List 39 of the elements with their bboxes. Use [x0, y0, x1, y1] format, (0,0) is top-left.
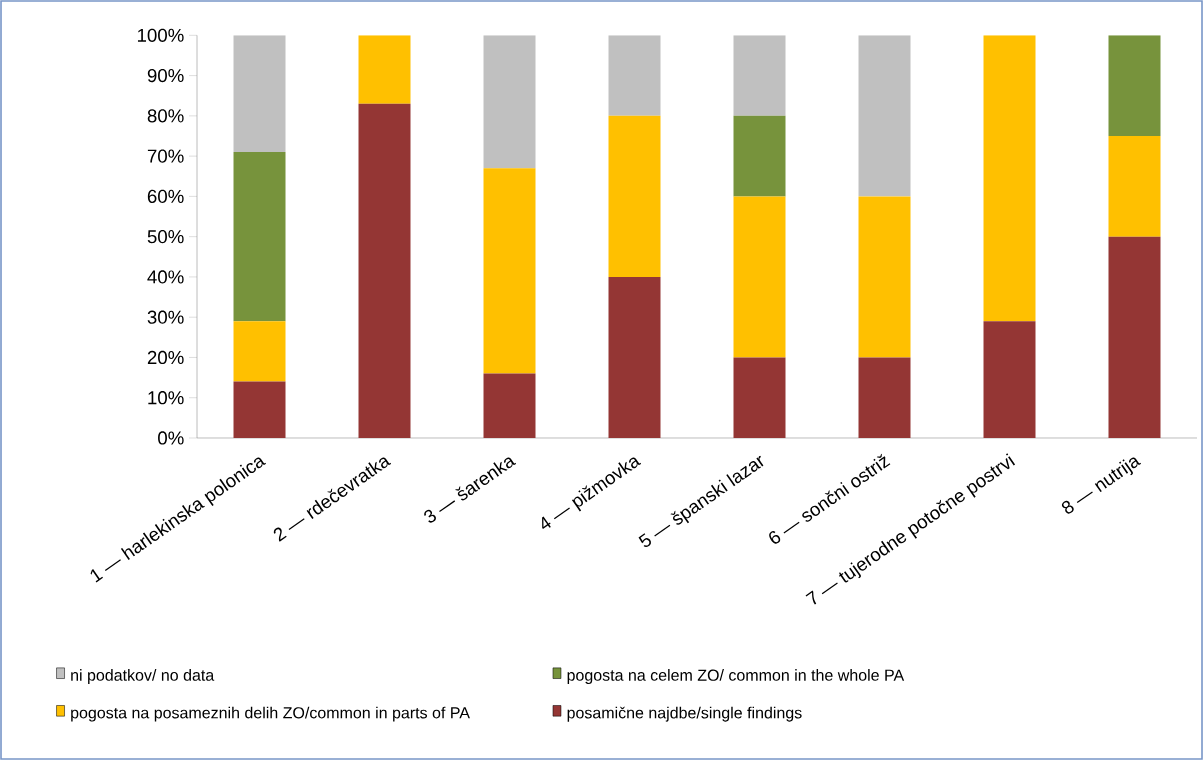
bar: [1108, 236, 1161, 438]
bar: [483, 168, 536, 374]
y-tick-label: 90%: [147, 68, 184, 83]
bar: [608, 115, 661, 277]
bar: [358, 103, 411, 438]
bar: [733, 35, 786, 116]
bar: [233, 381, 286, 438]
bar: [733, 357, 786, 438]
bar: [608, 35, 661, 116]
y-tick-label: 70%: [147, 149, 184, 163]
y-tick-label: 20%: [147, 350, 184, 365]
bar: [483, 373, 536, 438]
bar: [358, 35, 411, 104]
bar: [483, 35, 536, 169]
bar: [983, 321, 1036, 438]
bar: [233, 152, 286, 322]
bar: [858, 357, 911, 438]
y-tick-label: 0%: [158, 431, 184, 445]
bar: [733, 115, 786, 197]
y-tick-label: 100%: [137, 28, 184, 42]
bar: [1108, 135, 1161, 237]
y-tick-label: 60%: [147, 189, 184, 204]
bar: [233, 321, 286, 382]
y-tick-label: 10%: [148, 391, 184, 405]
legend-label: ni podatkov/ no data: [71, 669, 215, 684]
legend-label: pogosta na celem ZO/ common in the whole PA: [567, 669, 905, 684]
legend-label: posamične najdbe/single findings: [567, 706, 802, 722]
y-tick-label: 50%: [147, 230, 184, 244]
bar: [1108, 35, 1161, 136]
bar: [733, 196, 786, 358]
bar: [233, 35, 286, 153]
y-tick-label: 40%: [147, 270, 184, 284]
bar: [858, 35, 911, 197]
legend-label: pogosta na posameznih delih ZO/common in parts of PA: [71, 706, 470, 722]
y-tick-label: 30%: [147, 310, 184, 324]
bar: [858, 196, 911, 358]
bar: [983, 35, 1036, 322]
bar: [608, 276, 661, 438]
y-tick-label: 80%: [147, 109, 184, 123]
